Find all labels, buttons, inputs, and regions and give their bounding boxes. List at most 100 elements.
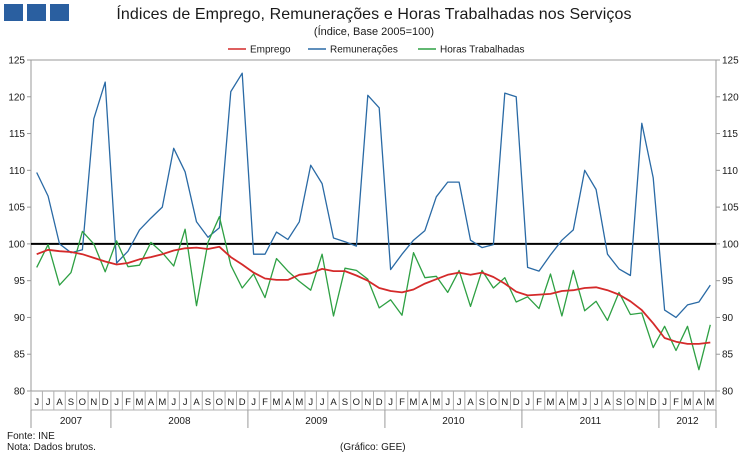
x-tick-label: N <box>90 397 97 408</box>
x-tick-label: O <box>353 397 360 408</box>
gee-logo <box>4 4 69 21</box>
x-tick-label: N <box>227 397 234 408</box>
x-tick-label: O <box>490 397 497 408</box>
legend-label: Remunerações <box>330 45 398 56</box>
x-tick-label: A <box>56 397 63 408</box>
y-tick-label-left: 115 <box>9 129 25 140</box>
y-tick-label-right: 120 <box>722 92 739 103</box>
year-label: 2011 <box>580 416 602 427</box>
x-tick-label: M <box>432 397 440 408</box>
x-tick-label: J <box>320 397 325 408</box>
year-label: 2007 <box>60 416 83 427</box>
axes: 80 80 85 85 90 90 95 95 100 100 105 105 110 110 115 115… <box>8 56 739 428</box>
x-tick-label: A <box>467 397 474 408</box>
y-tick-label-left: 105 <box>8 203 25 214</box>
y-tick-label-right: 115 <box>722 129 738 140</box>
y-tick-label-right: 110 <box>722 166 738 177</box>
x-tick-label: S <box>205 397 211 408</box>
x-tick-label: J <box>308 397 313 408</box>
x-tick-label: J <box>594 397 599 408</box>
x-tick-label: A <box>559 397 566 408</box>
x-tick-label: S <box>479 397 485 408</box>
y-tick-label-left: 125 <box>8 56 25 67</box>
x-tick-label: M <box>135 397 143 408</box>
y-tick-label-left: 85 <box>14 350 26 361</box>
y-tick-label-right: 125 <box>722 56 739 67</box>
x-tick-label: M <box>158 397 166 408</box>
year-label: 2008 <box>168 416 191 427</box>
x-tick-label: M <box>409 397 417 408</box>
series-lines <box>36 72 711 371</box>
x-tick-label: A <box>422 397 429 408</box>
x-tick-label: J <box>457 397 462 408</box>
x-tick-label: D <box>239 397 246 408</box>
x-tick-label: D <box>513 397 520 408</box>
y-tick-label-left: 100 <box>8 239 25 250</box>
chart-title: Índices de Emprego, Remunerações e Horas… <box>116 6 632 23</box>
legend-label: Emprego <box>250 45 291 56</box>
y-tick-label-right: 85 <box>722 350 734 361</box>
y-tick-label-left: 80 <box>14 387 26 398</box>
x-tick-label: S <box>68 397 74 408</box>
y-tick-label-left: 95 <box>14 276 26 287</box>
legend-label: Horas Trabalhadas <box>440 45 525 56</box>
x-tick-label: N <box>501 397 508 408</box>
y-tick-label-right: 105 <box>722 203 739 214</box>
year-label: 2010 <box>442 416 465 427</box>
x-tick-label: F <box>125 397 131 408</box>
x-tick-label: N <box>364 397 371 408</box>
x-tick-label: J <box>34 397 39 408</box>
footer-credit: (Gráfico: GEE) <box>340 442 406 453</box>
y-tick-label-right: 80 <box>722 387 734 398</box>
y-tick-label-left: 110 <box>9 166 25 177</box>
plot-frame <box>30 59 717 392</box>
y-tick-label-right: 95 <box>722 276 734 287</box>
y-tick-label-left: 90 <box>14 313 26 324</box>
x-tick-label: A <box>148 397 155 408</box>
x-tick-label: M <box>569 397 577 408</box>
x-tick-label: A <box>285 397 292 408</box>
legend: Emprego Remunerações Horas Trabalhadas <box>228 45 525 56</box>
x-tick-label: S <box>616 397 622 408</box>
footer-note: Nota: Dados brutos. <box>7 442 96 453</box>
x-tick-label: O <box>79 397 86 408</box>
x-tick-label: D <box>102 397 109 408</box>
y-tick-label-right: 90 <box>722 313 734 324</box>
x-tick-label: F <box>673 397 679 408</box>
year-label: 2009 <box>305 416 328 427</box>
x-tick-label: O <box>627 397 634 408</box>
x-tick-label: J <box>183 397 188 408</box>
series-line-emprego <box>36 245 711 345</box>
x-tick-label: D <box>376 397 383 408</box>
x-tick-label: D <box>650 397 657 408</box>
x-tick-label: M <box>706 397 714 408</box>
x-tick-label: N <box>638 397 645 408</box>
footer-source: Fonte: INE <box>7 431 55 442</box>
x-tick-label: A <box>193 397 200 408</box>
x-tick-label: M <box>683 397 691 408</box>
x-tick-label: J <box>251 397 256 408</box>
x-tick-label: S <box>342 397 348 408</box>
x-tick-label: M <box>272 397 280 408</box>
year-label: 2012 <box>676 416 699 427</box>
y-tick-label-left: 120 <box>8 92 25 103</box>
x-tick-label: A <box>604 397 611 408</box>
x-tick-label: J <box>171 397 176 408</box>
series-line-horas-trabalhadas <box>36 216 711 371</box>
x-tick-label: J <box>114 397 119 408</box>
chart-subtitle: (Índice, Base 2005=100) <box>313 26 435 38</box>
x-tick-label: J <box>582 397 587 408</box>
x-tick-label: O <box>216 397 223 408</box>
x-tick-label: M <box>295 397 303 408</box>
x-tick-label: F <box>536 397 542 408</box>
x-tick-label: J <box>662 397 667 408</box>
x-tick-label: J <box>445 397 450 408</box>
x-tick-label: F <box>262 397 268 408</box>
x-tick-label: J <box>525 397 530 408</box>
x-tick-label: A <box>696 397 703 408</box>
x-tick-label: J <box>46 397 51 408</box>
series-line-remuneracoes <box>36 72 711 319</box>
x-tick-label: F <box>399 397 405 408</box>
x-tick-label: A <box>330 397 337 408</box>
x-tick-label: M <box>546 397 554 408</box>
